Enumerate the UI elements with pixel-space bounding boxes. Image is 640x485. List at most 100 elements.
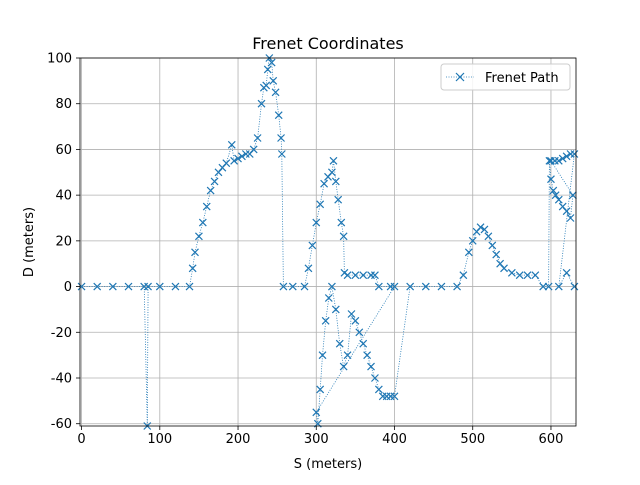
data-point-marker <box>198 218 207 227</box>
data-point-marker <box>171 282 180 291</box>
data-point-marker <box>262 81 271 90</box>
x-tick-label: 400 <box>382 432 407 447</box>
data-point-marker <box>316 385 325 394</box>
data-point-marker <box>464 248 473 257</box>
data-point-marker <box>108 282 117 291</box>
chart-title: Frenet Coordinates <box>252 34 404 53</box>
data-point-marker <box>374 282 383 291</box>
data-point-marker <box>371 271 379 280</box>
data-point-marker <box>234 154 242 163</box>
data-point-marker <box>390 392 399 401</box>
data-point-marker <box>453 282 462 291</box>
data-point-marker <box>363 351 372 360</box>
data-point-marker <box>500 264 508 273</box>
data-point-marker <box>562 207 571 216</box>
data-point-marker <box>202 202 211 211</box>
data-point-marker <box>321 316 330 325</box>
data-point-marker <box>277 134 285 142</box>
data-point-marker <box>288 282 297 291</box>
data-point-marker <box>562 152 571 161</box>
data-point-marker <box>507 268 516 277</box>
legend-box <box>440 63 571 91</box>
series-line <box>81 56 575 427</box>
data-point-marker <box>257 99 266 108</box>
data-point-marker <box>334 195 343 204</box>
data-point-marker <box>347 310 356 318</box>
data-point-marker <box>339 362 348 371</box>
y-axis-label: D (meters) <box>22 207 37 277</box>
data-point-marker <box>549 186 558 195</box>
data-point-marker <box>318 351 327 360</box>
data-point-marker <box>253 134 262 142</box>
data-point-marker <box>554 282 563 291</box>
data-point-marker <box>327 282 336 291</box>
data-point-marker <box>335 339 344 348</box>
y-tick-label: -60 <box>51 417 72 432</box>
data-point-marker <box>547 175 555 184</box>
data-point-marker <box>155 282 164 291</box>
data-point-marker <box>329 156 338 165</box>
data-point-marker <box>566 214 575 222</box>
data-point-marker <box>320 179 329 188</box>
data-point-marker <box>531 271 540 280</box>
data-point-marker <box>359 339 368 348</box>
data-point-marker <box>355 328 364 337</box>
data-point-marker <box>188 264 197 273</box>
data-point-marker <box>324 294 333 302</box>
x-tick-label: 200 <box>226 432 251 447</box>
data-point-marker <box>185 282 194 291</box>
data-point-marker <box>570 150 579 158</box>
data-point-marker <box>312 218 321 227</box>
data-point-marker <box>488 241 497 250</box>
data-point-marker <box>300 282 309 291</box>
legend: Frenet Path <box>440 63 571 91</box>
x-tick-label: 300 <box>304 432 329 447</box>
data-point-marker <box>144 282 152 291</box>
legend-marker <box>455 72 465 82</box>
legend-label: Frenet Path <box>485 71 559 86</box>
data-point-marker <box>77 282 86 291</box>
data-point-marker <box>249 145 258 154</box>
data-point-marker <box>437 282 446 291</box>
data-point-marker <box>492 250 501 259</box>
data-point-marker <box>331 177 340 186</box>
data-point-marker <box>480 225 489 234</box>
data-point-marker <box>359 271 368 280</box>
x-axis-label: S (meters) <box>294 457 362 472</box>
data-point-marker <box>327 168 336 177</box>
data-point-marker <box>316 200 325 209</box>
data-point-marker <box>554 156 563 165</box>
data-point-marker <box>515 271 524 280</box>
data-point-marker <box>124 282 133 291</box>
axes-layer: 0 100 200 300 400 500 600 -60 -40 -20 0 20 40 60 80 100 <box>47 52 577 447</box>
y-tick-label: 0 <box>64 280 72 295</box>
data-point-marker <box>277 150 286 158</box>
data-point-marker <box>304 264 313 273</box>
data-point-marker <box>267 58 276 67</box>
data-point-marker <box>274 111 283 120</box>
data-point-marker <box>308 241 317 250</box>
data-point-marker <box>558 154 567 163</box>
y-tick-label: 40 <box>55 189 72 204</box>
y-tick-label: -20 <box>51 326 72 341</box>
grid-layer <box>80 57 576 426</box>
y-tick-label: 80 <box>55 97 72 112</box>
data-point-marker <box>390 282 399 291</box>
y-tick-label: 20 <box>55 234 72 249</box>
data-point-marker <box>551 191 560 200</box>
x-tick-label: 600 <box>539 432 564 447</box>
data-point-marker <box>468 236 477 245</box>
data-point-marker <box>554 195 563 204</box>
data-point-marker <box>206 186 215 195</box>
data-point-marker <box>343 271 352 280</box>
data-point-marker <box>263 65 272 74</box>
data-point-marker <box>230 156 239 165</box>
data-point-marker <box>476 223 485 232</box>
data-point-marker <box>331 305 340 314</box>
y-tick-label: 100 <box>47 52 72 67</box>
data-point-marker <box>210 177 219 186</box>
data-point-marker <box>194 232 203 241</box>
data-point-marker <box>269 76 278 85</box>
